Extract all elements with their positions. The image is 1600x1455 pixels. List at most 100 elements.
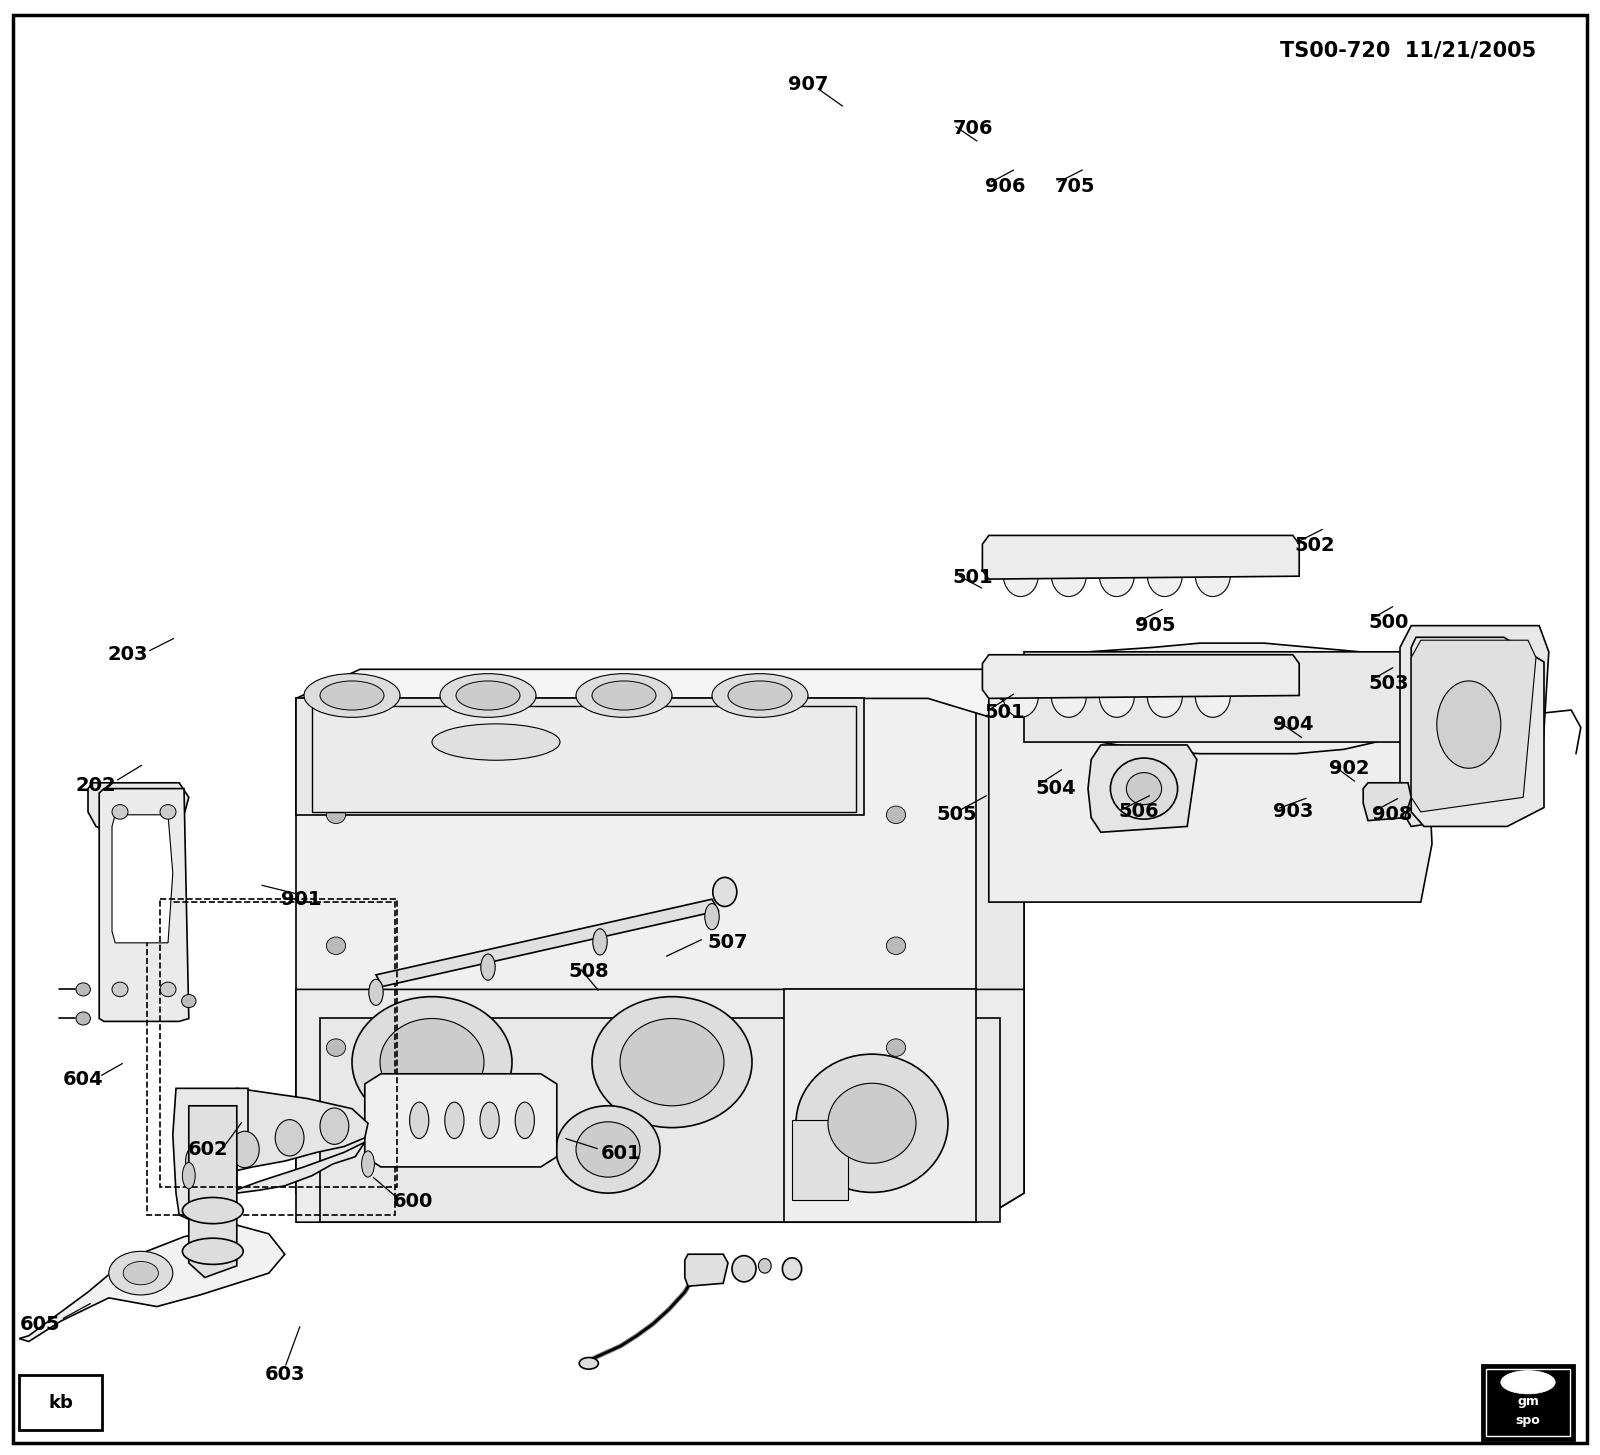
Text: 705: 705 xyxy=(1054,176,1096,196)
Text: 503: 503 xyxy=(1368,674,1410,694)
Text: TS00-720  11/21/2005: TS00-720 11/21/2005 xyxy=(1280,41,1536,61)
Ellipse shape xyxy=(576,1122,640,1177)
Ellipse shape xyxy=(326,1039,346,1056)
Ellipse shape xyxy=(77,984,90,997)
Text: 505: 505 xyxy=(936,805,978,825)
Polygon shape xyxy=(1024,652,1427,742)
Ellipse shape xyxy=(1110,758,1178,819)
Text: 602: 602 xyxy=(187,1139,229,1160)
Ellipse shape xyxy=(592,997,752,1128)
Polygon shape xyxy=(1088,745,1197,832)
Text: 908: 908 xyxy=(1371,805,1413,825)
Ellipse shape xyxy=(182,1197,243,1224)
Text: 604: 604 xyxy=(62,1069,104,1090)
Polygon shape xyxy=(989,643,1432,754)
Ellipse shape xyxy=(1003,553,1038,597)
Ellipse shape xyxy=(182,1238,243,1264)
Ellipse shape xyxy=(728,681,792,710)
Text: 906: 906 xyxy=(984,176,1026,196)
Ellipse shape xyxy=(704,904,720,930)
Ellipse shape xyxy=(1147,674,1182,717)
Ellipse shape xyxy=(381,1018,483,1106)
Ellipse shape xyxy=(576,674,672,717)
FancyBboxPatch shape xyxy=(19,1375,102,1430)
Text: 502: 502 xyxy=(1294,535,1336,556)
Ellipse shape xyxy=(230,1132,259,1167)
Ellipse shape xyxy=(445,1103,464,1139)
Text: 706: 706 xyxy=(952,118,994,138)
Ellipse shape xyxy=(621,1018,725,1106)
Ellipse shape xyxy=(320,1109,349,1144)
Ellipse shape xyxy=(579,1358,598,1369)
Ellipse shape xyxy=(112,982,128,997)
Ellipse shape xyxy=(1195,674,1230,717)
Ellipse shape xyxy=(326,937,346,954)
Ellipse shape xyxy=(1099,553,1134,597)
Polygon shape xyxy=(112,815,173,943)
Text: 904: 904 xyxy=(1272,714,1314,735)
Ellipse shape xyxy=(886,806,906,824)
Ellipse shape xyxy=(1051,674,1086,717)
Ellipse shape xyxy=(352,997,512,1128)
Ellipse shape xyxy=(1147,553,1182,597)
Text: 905: 905 xyxy=(1134,615,1176,636)
Ellipse shape xyxy=(592,681,656,710)
Text: 506: 506 xyxy=(1118,802,1160,822)
Ellipse shape xyxy=(480,1103,499,1139)
Polygon shape xyxy=(179,1142,365,1219)
Ellipse shape xyxy=(182,1163,195,1189)
Polygon shape xyxy=(982,655,1299,698)
Ellipse shape xyxy=(275,1120,304,1155)
Polygon shape xyxy=(976,669,1024,1222)
Polygon shape xyxy=(320,1018,1000,1222)
Ellipse shape xyxy=(304,674,400,717)
Ellipse shape xyxy=(712,674,808,717)
Polygon shape xyxy=(989,677,1432,902)
Text: 501: 501 xyxy=(952,567,994,588)
Text: 902: 902 xyxy=(1328,758,1370,778)
Text: 901: 901 xyxy=(280,889,322,909)
Ellipse shape xyxy=(440,674,536,717)
Ellipse shape xyxy=(1501,1371,1555,1394)
Text: 605: 605 xyxy=(19,1314,61,1334)
Polygon shape xyxy=(982,535,1299,579)
Polygon shape xyxy=(784,989,976,1222)
Ellipse shape xyxy=(1437,681,1501,768)
FancyBboxPatch shape xyxy=(1486,1369,1570,1436)
Ellipse shape xyxy=(123,1261,158,1285)
Ellipse shape xyxy=(410,1103,429,1139)
Ellipse shape xyxy=(1051,553,1086,597)
Ellipse shape xyxy=(733,1256,757,1282)
Ellipse shape xyxy=(160,982,176,997)
Text: 903: 903 xyxy=(1272,802,1314,822)
Text: kb: kb xyxy=(48,1394,74,1411)
Text: 500: 500 xyxy=(1368,613,1410,633)
Ellipse shape xyxy=(432,725,560,760)
Polygon shape xyxy=(685,1254,728,1286)
Text: 504: 504 xyxy=(1035,778,1077,799)
Text: 508: 508 xyxy=(568,962,610,982)
Polygon shape xyxy=(19,1225,285,1342)
Polygon shape xyxy=(376,899,718,986)
Ellipse shape xyxy=(782,1257,802,1280)
Ellipse shape xyxy=(515,1103,534,1139)
Text: 603: 603 xyxy=(264,1365,306,1385)
Ellipse shape xyxy=(480,954,496,981)
Polygon shape xyxy=(1411,640,1536,812)
Text: 507: 507 xyxy=(707,933,749,953)
Polygon shape xyxy=(173,1088,248,1215)
Polygon shape xyxy=(296,698,1024,1193)
Ellipse shape xyxy=(456,681,520,710)
Ellipse shape xyxy=(592,928,608,954)
Ellipse shape xyxy=(1126,773,1162,805)
Ellipse shape xyxy=(886,1039,906,1056)
FancyBboxPatch shape xyxy=(792,1120,848,1200)
Text: 600: 600 xyxy=(392,1192,434,1212)
Polygon shape xyxy=(1411,637,1544,826)
Text: 601: 601 xyxy=(600,1144,642,1164)
Ellipse shape xyxy=(758,1259,771,1273)
Polygon shape xyxy=(296,989,1024,1222)
Ellipse shape xyxy=(829,1083,917,1164)
Text: spo: spo xyxy=(1515,1414,1541,1426)
Ellipse shape xyxy=(77,1011,90,1024)
